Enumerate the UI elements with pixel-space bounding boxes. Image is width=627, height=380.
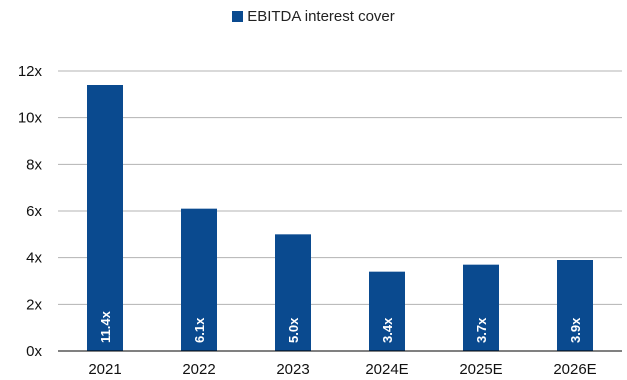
x-tick-label: 2024E: [365, 361, 408, 378]
bar: [87, 85, 123, 351]
data-label: 11.4x: [98, 310, 113, 343]
x-axis-ticks: 2021 2022 2023 2024E 2025E 2026E: [88, 361, 596, 378]
legend: EBITDA interest cover: [0, 8, 627, 25]
bar: [557, 260, 593, 351]
y-axis-ticks: 0x 2x 4x 6x 8x 10x 12x: [18, 63, 43, 360]
bars: [87, 85, 593, 351]
data-label: 3.4x: [380, 317, 395, 343]
y-tick-label: 0x: [26, 343, 42, 360]
y-tick-label: 6x: [26, 203, 42, 220]
data-label: 3.9x: [568, 317, 583, 343]
y-tick-label: 2x: [26, 296, 42, 313]
gridlines: [58, 70, 622, 305]
x-tick-label: 2023: [276, 361, 309, 378]
y-tick-label: 10x: [18, 110, 43, 127]
x-tick-label: 2025E: [459, 361, 502, 378]
bar: [181, 208, 217, 351]
y-tick-label: 12x: [18, 63, 43, 80]
x-tick-label: 2026E: [553, 361, 596, 378]
data-labels: 11.4x 6.1x 5.0x 3.4x 3.7x 3.9x: [98, 310, 583, 343]
x-tick-label: 2021: [88, 361, 121, 378]
data-label: 6.1x: [192, 317, 207, 343]
y-tick-label: 4x: [26, 250, 42, 267]
x-tick-label: 2022: [182, 361, 215, 378]
data-label: 5.0x: [286, 317, 301, 343]
data-label: 3.7x: [474, 317, 489, 343]
y-tick-label: 8x: [26, 156, 42, 173]
bar: [369, 271, 405, 351]
legend-label: EBITDA interest cover: [247, 8, 395, 25]
bar: [463, 264, 499, 351]
bar: [275, 234, 311, 351]
legend-swatch: [232, 11, 244, 22]
